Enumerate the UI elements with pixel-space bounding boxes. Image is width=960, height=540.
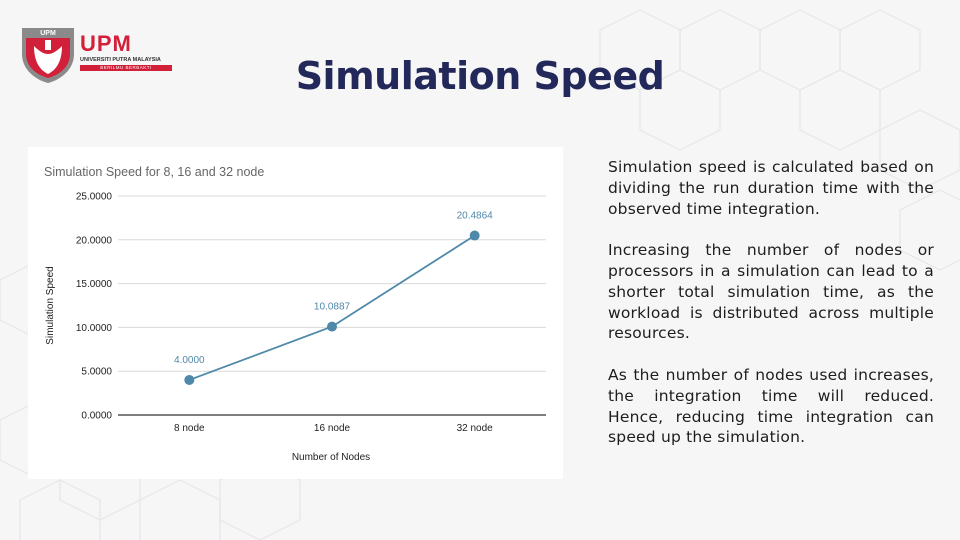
y-tick-label: 25.0000 [76, 192, 113, 203]
chart-y-axis-label: Simulation Speed [45, 266, 56, 344]
y-tick-label: 10.0000 [76, 323, 113, 334]
y-tick-label: 20.0000 [76, 235, 113, 246]
y-tick-label: 15.0000 [76, 279, 113, 290]
x-tick-label: 16 node [314, 423, 351, 434]
chart-card: Simulation Speed for 8, 16 and 32 node S… [28, 147, 563, 479]
data-label: 4.0000 [174, 355, 205, 366]
paragraph-nodes-effect: Increasing the number of nodes or proces… [608, 241, 934, 343]
logo-university-name: UNIVERSITI PUTRA MALAYSIA [80, 57, 161, 63]
paragraph-definition: Simulation speed is calculated based on … [608, 158, 934, 218]
description-text: Simulation speed is calculated based on … [608, 157, 934, 469]
chart-x-axis-label: Number of Nodes [292, 452, 370, 463]
logo-motto: BERILMU BERBAKTI [80, 65, 172, 71]
shield-text: UPM [40, 30, 56, 37]
x-tick-label: 32 node [457, 423, 494, 434]
data-point [327, 321, 337, 332]
logo-wordmark: UPM [80, 31, 132, 56]
upm-logo: UPM UPM UNIVERSITI PUTRA MALAYSIA BERILM… [20, 24, 172, 86]
y-tick-label: 5.0000 [81, 367, 112, 378]
paragraph-conclusion: As the number of nodes used increases, t… [608, 365, 934, 447]
upm-shield-icon: UPM [22, 28, 74, 83]
chart-title: Simulation Speed for 8, 16 and 32 node [44, 165, 264, 179]
y-tick-label: 0.0000 [81, 411, 112, 422]
data-point [469, 230, 480, 241]
line-chart: Simulation Speed for 8, 16 and 32 node S… [44, 165, 546, 463]
x-tick-label: 8 node [174, 423, 205, 434]
data-label: 20.4864 [457, 211, 494, 222]
page-title: Simulation Speed [295, 54, 665, 98]
data-point [184, 374, 195, 385]
data-label: 10.0887 [314, 302, 351, 313]
